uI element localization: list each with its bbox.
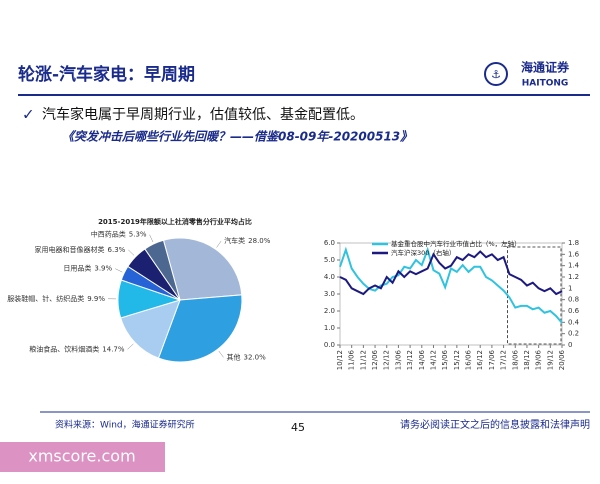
x-tick-label: 13/06 xyxy=(394,349,402,370)
y-tick-label: 0.0 xyxy=(324,341,335,349)
x-tick-label: 19/06 xyxy=(535,349,543,370)
footer-source: 资料来源：Wind，海通证券研究所 xyxy=(55,419,195,431)
pie-value-label: 9.9% xyxy=(87,295,105,303)
page-number: 45 xyxy=(291,421,305,434)
pie-value-label: 3.9% xyxy=(94,265,112,273)
y-tick-label: 1.0 xyxy=(324,324,335,332)
y-tick-label: 4.0 xyxy=(324,273,335,281)
x-tick-label: 18/12 xyxy=(523,350,531,370)
pie-category: 粮油食品、饮料烟酒类 xyxy=(29,344,99,353)
x-tick-label: 13/12 xyxy=(406,350,414,370)
pie-value-label: 28.0% xyxy=(248,237,271,245)
pie-category: 中西药品类 xyxy=(91,230,126,239)
y2-tick-label: 0.4 xyxy=(568,318,580,326)
pie-value-label: 32.0% xyxy=(244,353,267,361)
bullet: 汽车家电属于早周期行业，估值较低、基金配置低。 xyxy=(42,106,364,123)
x-tick-label: 11/06 xyxy=(348,349,356,370)
x-tick-label: 10/12 xyxy=(336,350,344,370)
pie-category: 服装鞋帽、针、纺织品类 xyxy=(7,294,84,303)
y2-tick-label: 0.8 xyxy=(568,296,579,304)
y2-tick-label: 0 xyxy=(568,341,572,349)
y2-tick-label: 1.8 xyxy=(568,239,579,247)
logo-glyph: ⚓ xyxy=(491,68,501,81)
subtitle: 《突发冲击后哪些行业先回暖？——借鉴08-09年-20200513》 xyxy=(62,130,412,144)
x-tick-label: 12/12 xyxy=(383,350,391,370)
x-tick-label: 19/12 xyxy=(546,350,554,370)
legend-label: 汽车沪深300（右轴） xyxy=(391,248,455,257)
y2-tick-label: 1.6 xyxy=(568,250,580,258)
logo-sub: HAITONG xyxy=(522,79,569,89)
y2-tick-label: 0.6 xyxy=(568,307,580,315)
pie-value-label: 5.3% xyxy=(129,231,147,239)
slide-title: 轮涨-汽车家电：早周期 xyxy=(18,64,195,85)
pie-category: 汽车类 xyxy=(224,236,245,245)
x-tick-label: 18/06 xyxy=(511,349,519,370)
footer-disclaimer: 请务必阅读正文之后的信息披露和法律声明 xyxy=(400,418,590,431)
x-tick-label: 17/06 xyxy=(488,349,496,370)
y2-tick-label: 0.2 xyxy=(568,330,579,338)
pie-title: 2015-2019年限额以上社消零售分行业平均占比 xyxy=(98,217,252,226)
x-tick-label: 15/06 xyxy=(441,349,449,370)
x-tick-label: 14/12 xyxy=(429,350,437,370)
x-tick-label: 20/06 xyxy=(558,349,566,370)
logo-text: 海通证券 xyxy=(521,60,570,75)
bullet-mark: ✓ xyxy=(22,106,35,124)
pie-category: 其他 xyxy=(227,352,241,361)
y2-tick-label: 1.2 xyxy=(568,273,579,281)
y2-tick-label: 1.4 xyxy=(568,262,580,270)
pie-value-label: 14.7% xyxy=(102,345,125,353)
x-tick-label: 16/12 xyxy=(476,350,484,370)
pie-category: 家用电器和音像器材类 xyxy=(35,245,105,254)
y2-tick-label: 1 xyxy=(568,284,572,292)
x-tick-label: 14/06 xyxy=(418,349,426,370)
pie-value-label: 6.3% xyxy=(108,246,126,254)
x-tick-label: 12/06 xyxy=(371,349,379,370)
watermark: xmscore.com xyxy=(28,447,135,466)
pie-category: 日用品类 xyxy=(63,264,91,273)
x-tick-label: 15/12 xyxy=(453,350,461,370)
y-tick-label: 6.0 xyxy=(324,239,335,247)
y-tick-label: 3.0 xyxy=(324,290,335,298)
y-tick-label: 5.0 xyxy=(324,256,335,264)
x-tick-label: 16/06 xyxy=(465,349,473,370)
x-tick-label: 17/12 xyxy=(500,350,508,370)
y-tick-label: 2.0 xyxy=(324,307,335,315)
legend-label: 基金重仓股中汽车行业市值占比（%，左轴） xyxy=(391,239,521,248)
x-tick-label: 11/12 xyxy=(359,350,367,370)
